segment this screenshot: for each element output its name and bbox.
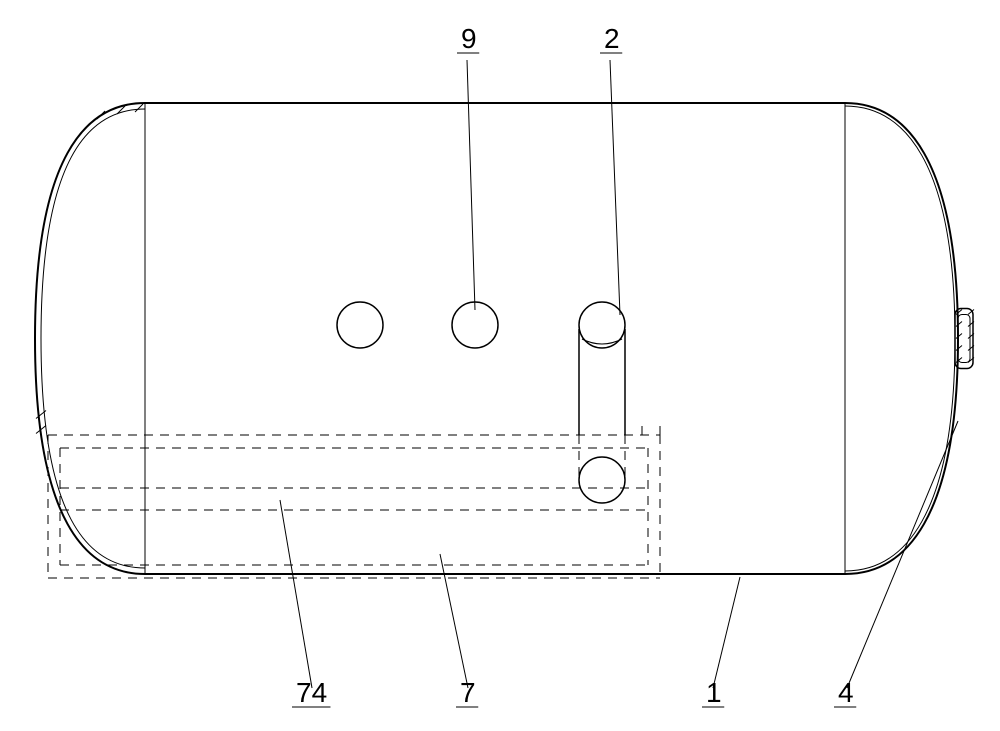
leader-L4 <box>847 421 958 688</box>
reference-labels: 9 2 74 7 1 4 <box>296 23 854 708</box>
leader-lines <box>280 53 958 707</box>
pipe-bottom-opening <box>579 457 625 503</box>
opening-1 <box>337 302 383 348</box>
leader-L1 <box>713 577 740 688</box>
engineering-drawing: 9 2 74 7 1 4 <box>0 0 1000 731</box>
tank-vessel <box>35 103 974 574</box>
ref-label-9: 9 <box>461 23 477 54</box>
leader-L9 <box>467 60 475 310</box>
ref-label-7: 7 <box>460 677 476 708</box>
ref-label-4: 4 <box>838 677 854 708</box>
ref-label-1: 1 <box>706 677 722 708</box>
leader-L74 <box>280 500 312 688</box>
leader-L2 <box>610 60 620 315</box>
dip-pipe <box>579 329 625 503</box>
ref-label-2: 2 <box>604 23 620 54</box>
internal-tray <box>48 419 660 578</box>
ref-label-74: 74 <box>296 677 327 708</box>
openings <box>337 302 625 348</box>
